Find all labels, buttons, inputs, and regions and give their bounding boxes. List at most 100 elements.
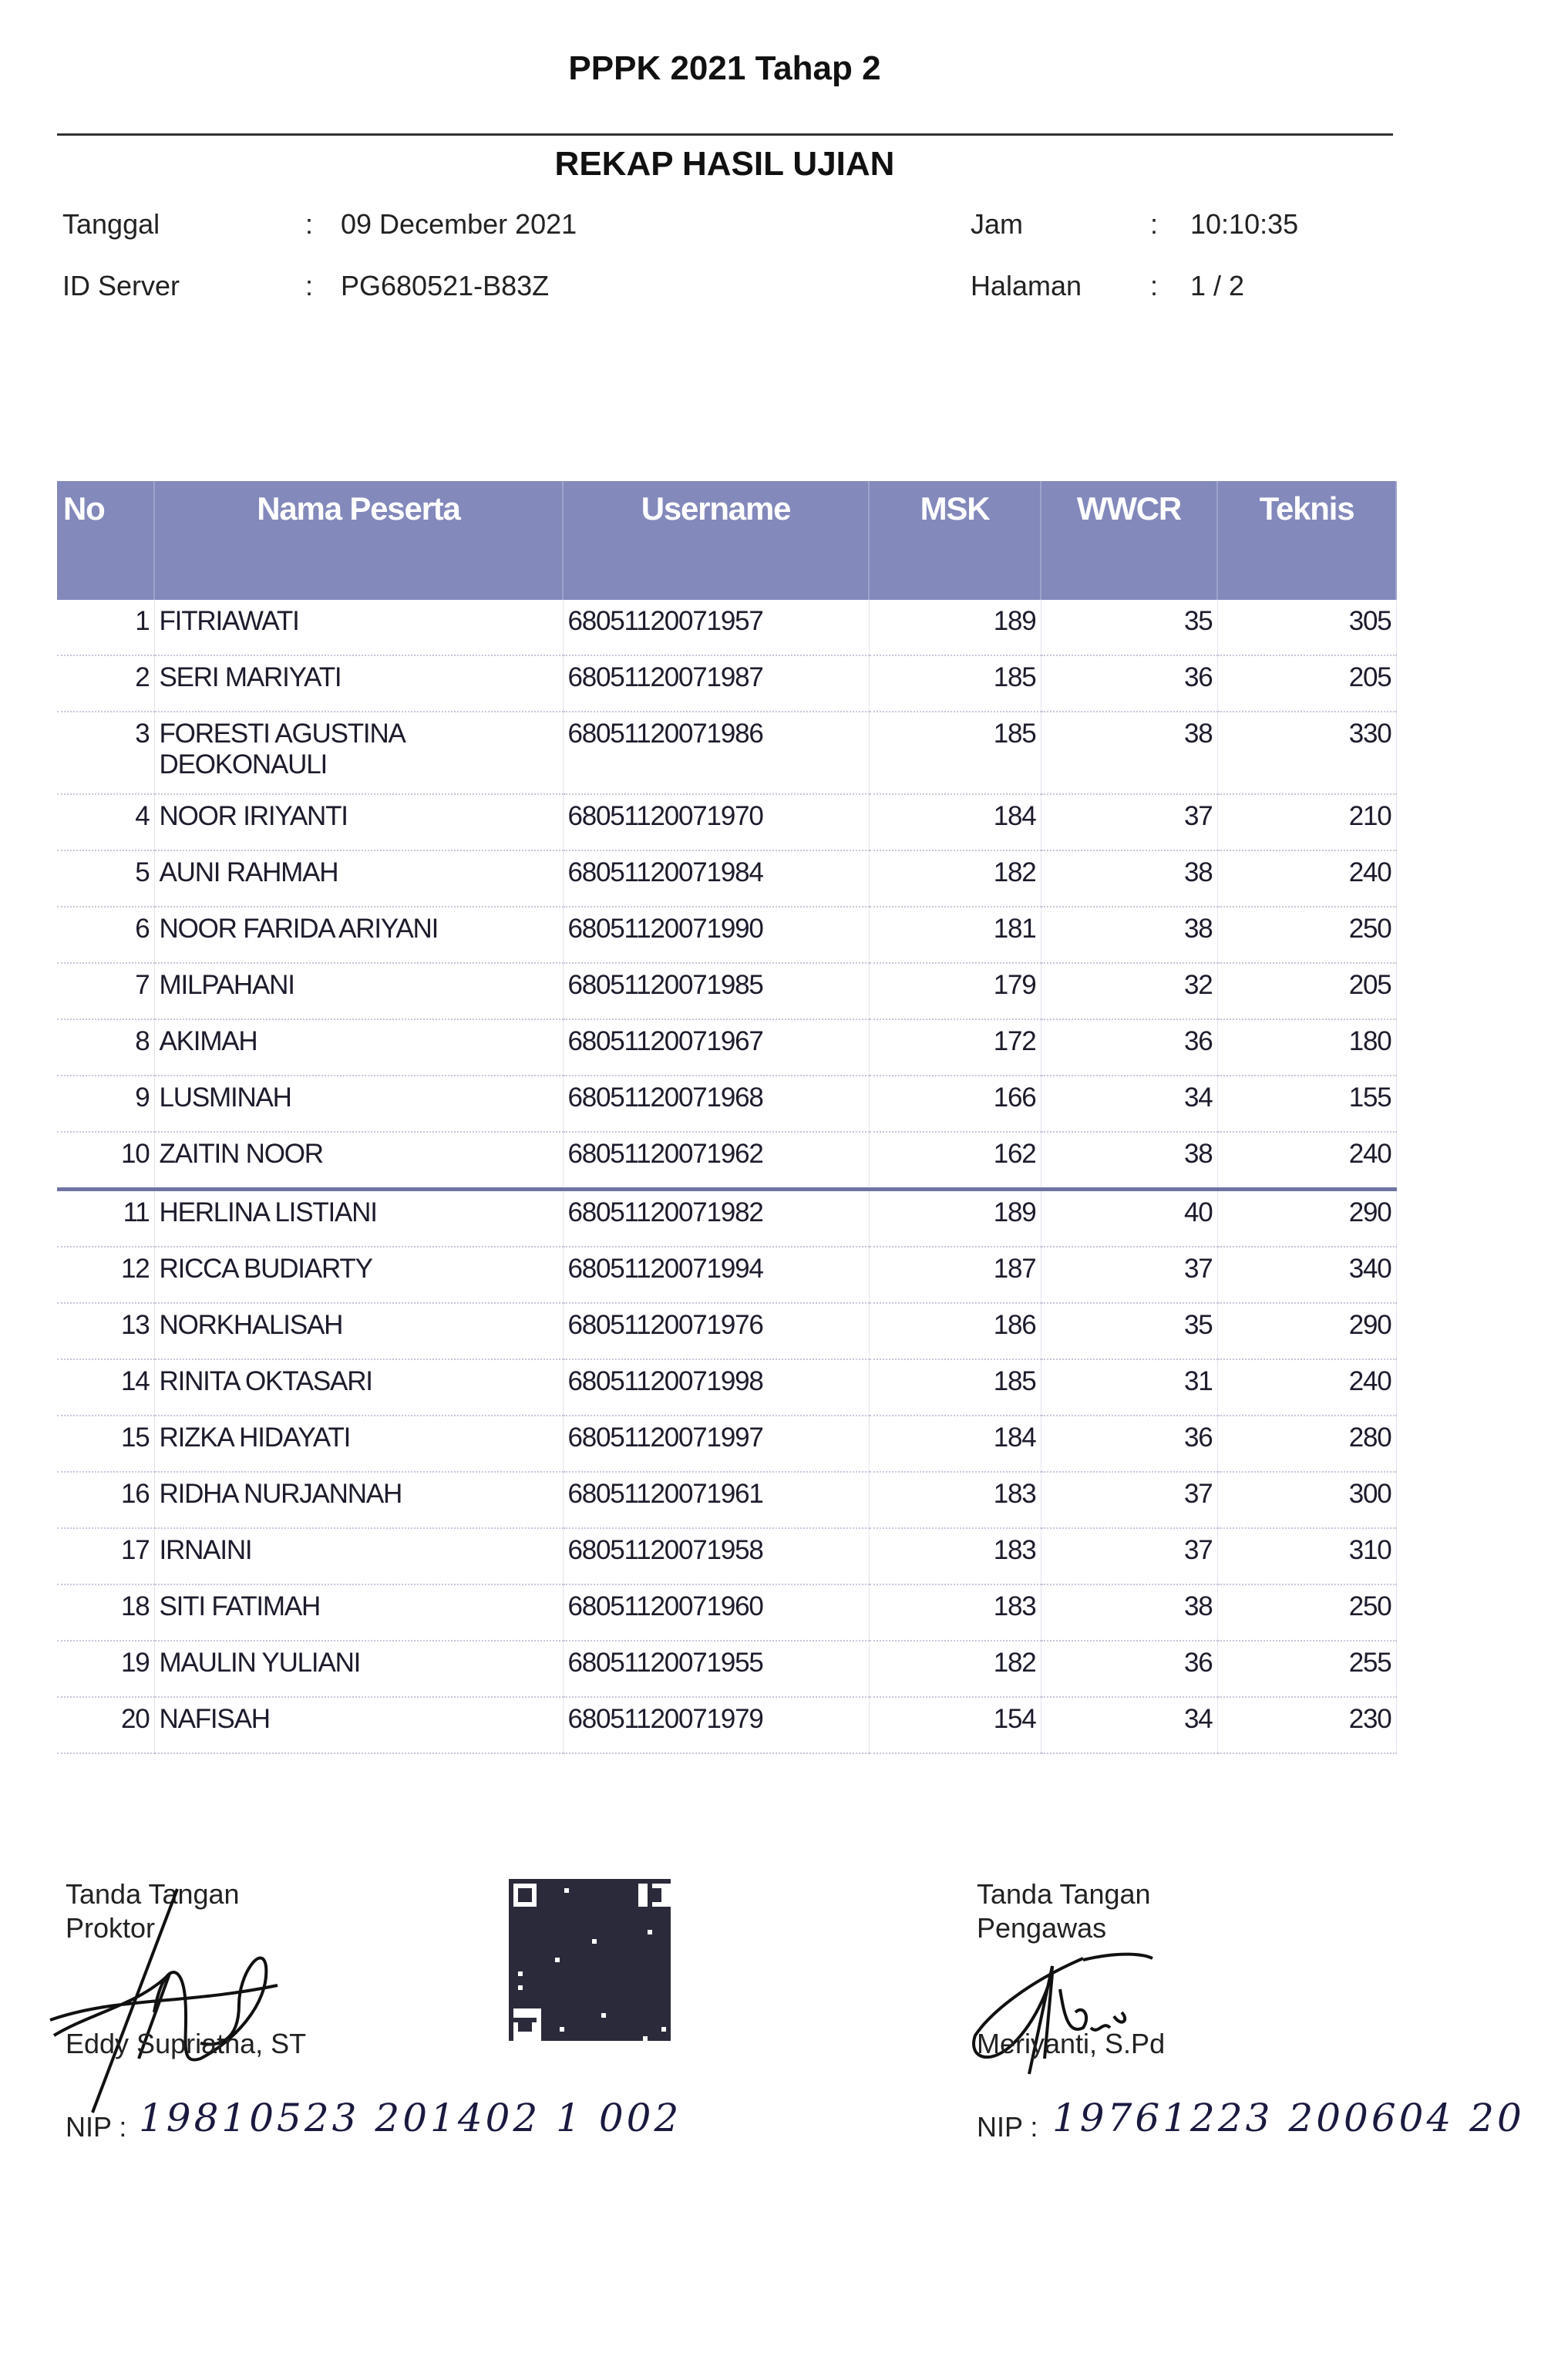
table-row: 5 AUNI RAHMAH 68051120071984 182 38 240 [57,850,1397,907]
column-header-wwcr: WWCR [1041,481,1218,600]
cell-msk: 172 [869,1019,1041,1076]
cell-wwcr: 38 [1041,1584,1218,1641]
cell-no: 5 [57,850,155,907]
cell-wwcr: 32 [1041,963,1218,1020]
cell-msk: 189 [869,600,1041,656]
cell-no: 2 [57,655,155,712]
cell-wwcr: 40 [1041,1189,1218,1247]
cell-username: 68051120071970 [563,794,870,851]
cell-msk: 186 [869,1303,1041,1360]
cell-username: 68051120071961 [563,1472,870,1529]
cell-no: 1 [57,600,155,656]
cell-no: 15 [57,1416,155,1473]
halaman-label: Halaman [971,270,1082,301]
cell-teknis: 205 [1217,963,1397,1020]
cell-msk: 179 [869,963,1041,1020]
cell-username: 68051120071984 [563,850,870,907]
cell-teknis: 255 [1217,1641,1397,1698]
cell-wwcr: 37 [1041,794,1218,851]
cell-no: 16 [57,1472,155,1529]
cell-wwcr: 37 [1041,1528,1218,1585]
cell-no: 14 [57,1359,155,1416]
document-subtitle: REKAP HASIL UJIAN [554,145,895,183]
cell-msk: 154 [869,1697,1041,1754]
cell-msk: 187 [869,1247,1041,1304]
cell-no: 9 [57,1076,155,1133]
cell-wwcr: 38 [1041,907,1218,964]
pengawas-label-2: Pengawas [977,1912,1107,1944]
cell-no: 4 [57,794,155,851]
server-value: PG680521-B83Z [341,270,550,301]
cell-username: 68051120071982 [563,1189,870,1247]
cell-username: 68051120071985 [563,963,870,1020]
cell-username: 68051120071968 [563,1076,870,1133]
cell-wwcr: 36 [1041,1416,1218,1473]
table-row: 17 IRNAINI 68051120071958 183 37 310 [57,1528,1397,1585]
pengawas-nip-handwritten: 19761223 200604 20 [1052,2096,1525,2140]
pengawas-signature-icon [972,1952,1153,2075]
qr-code-icon [509,1879,671,2041]
cell-msk: 189 [869,1189,1041,1247]
column-header-msk: MSK [869,481,1041,600]
cell-nama: FITRIAWATI [154,600,564,656]
cell-username: 68051120071990 [563,907,870,964]
table-header: No Nama Peserta Username MSK WWCR Teknis [57,481,1397,600]
pengawas-label-1: Tanda Tangan [977,1878,1151,1910]
table-row: 4 NOOR IRIYANTI 68051120071970 184 37 210 [57,794,1397,851]
results-table: No Nama Peserta Username MSK WWCR Teknis… [57,481,1397,1754]
table-row: 14 RINITA OKTASARI 68051120071998 185 31 240 [57,1359,1397,1416]
cell-msk: 185 [869,1359,1041,1416]
cell-no: 6 [57,907,155,964]
cell-username: 68051120071997 [563,1416,870,1473]
column-header-nama: Nama Peserta [154,481,564,600]
cell-nama: NOOR FARIDA ARIYANI [154,907,564,964]
server-label: ID Server [62,270,180,301]
cell-nama: SERI MARIYATI [154,655,564,712]
cell-nama: FORESTI AGUSTINA DEOKONAULI [154,712,564,795]
cell-no: 13 [57,1303,155,1360]
cell-username: 68051120071976 [563,1303,870,1360]
cell-username: 68051120071998 [563,1359,870,1416]
cell-teknis: 290 [1217,1189,1397,1247]
table-row: 19 MAULIN YULIANI 68051120071955 182 36 255 [57,1641,1397,1698]
cell-username: 68051120071957 [563,600,870,656]
proktor-label-2: Proktor [66,1912,156,1944]
cell-nama: SITI FATIMAH [154,1584,564,1641]
table-row: 13 NORKHALISAH 68051120071976 186 35 290 [57,1303,1397,1360]
table-row: 11 HERLINA LISTIANI 68051120071982 189 40 290 [57,1189,1397,1247]
cell-msk: 166 [869,1076,1041,1133]
colon: : [305,270,314,301]
table-row: 1 FITRIAWATI 68051120071957 189 35 305 [57,600,1397,656]
cell-nama: MAULIN YULIANI [154,1641,564,1698]
cell-teknis: 280 [1217,1416,1397,1473]
cell-no: 8 [57,1019,155,1076]
cell-wwcr: 36 [1041,1641,1218,1698]
cell-wwcr: 38 [1041,1132,1218,1191]
cell-wwcr: 35 [1041,600,1218,656]
cell-teknis: 300 [1217,1472,1397,1529]
cell-msk: 181 [869,907,1041,964]
cell-wwcr: 37 [1041,1472,1218,1529]
cell-username: 68051120071994 [563,1247,870,1304]
cell-username: 68051120071967 [563,1019,870,1076]
cell-no: 18 [57,1584,155,1641]
cell-msk: 184 [869,794,1041,851]
table-row: 15 RIZKA HIDAYATI 68051120071997 184 36 280 [57,1416,1397,1473]
table-row: 20 NAFISAH 68051120071979 154 34 230 [57,1697,1397,1754]
cell-wwcr: 34 [1041,1076,1218,1133]
cell-msk: 184 [869,1416,1041,1473]
cell-msk: 185 [869,712,1041,795]
cell-nama: NORKHALISAH [154,1303,564,1360]
cell-wwcr: 35 [1041,1303,1218,1360]
cell-nama: AKIMAH [154,1019,564,1076]
cell-teknis: 310 [1217,1528,1397,1585]
cell-wwcr: 37 [1041,1247,1218,1304]
column-header-teknis: Teknis [1217,481,1397,600]
table-row: 9 LUSMINAH 68051120071968 166 34 155 [57,1076,1397,1133]
pengawas-name: Meriyanti, S.Pd [977,2028,1166,2059]
table-row: 12 RICCA BUDIARTY 68051120071994 187 37 340 [57,1247,1397,1304]
colon: : [1150,208,1159,240]
cell-wwcr: 38 [1041,850,1218,907]
cell-wwcr: 34 [1041,1697,1218,1754]
cell-teknis: 240 [1217,850,1397,907]
